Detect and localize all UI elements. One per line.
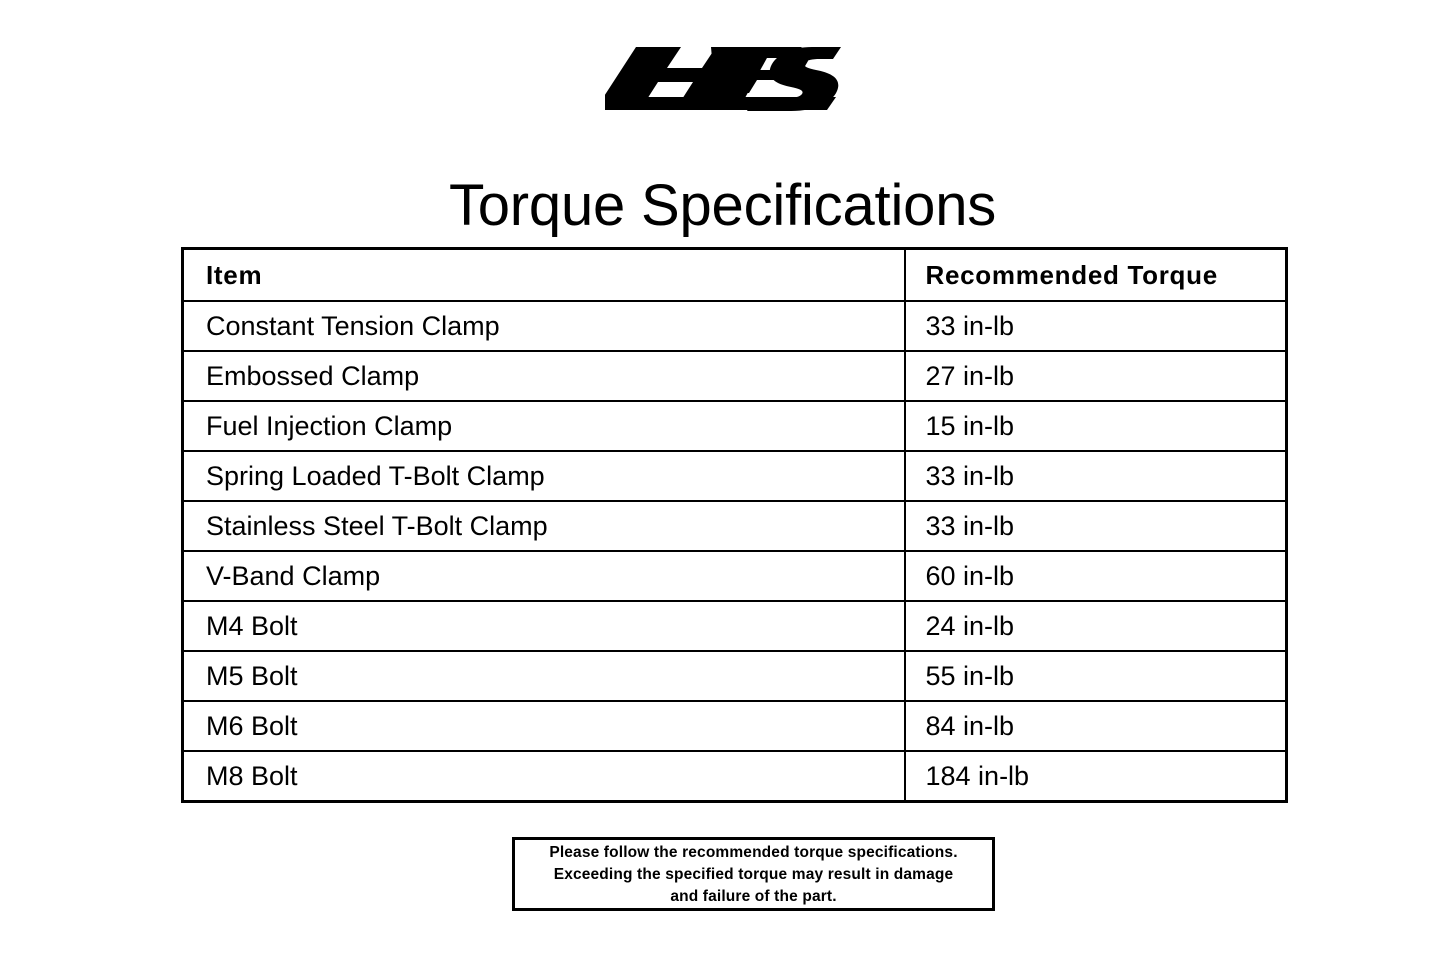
table-row: M4 Bolt 24 in-lb	[181, 600, 1288, 652]
table-row: M6 Bolt 84 in-lb	[181, 700, 1288, 752]
hps-logo-icon	[604, 47, 841, 111]
cell-torque: 184 in-lb	[903, 750, 1288, 803]
column-header-torque: Recommended Torque	[903, 247, 1288, 302]
cell-torque: 15 in-lb	[903, 400, 1288, 452]
cell-torque: 60 in-lb	[903, 550, 1288, 602]
cell-torque: 55 in-lb	[903, 650, 1288, 702]
cell-item: M5 Bolt	[181, 650, 906, 702]
cell-item: Fuel Injection Clamp	[181, 400, 906, 452]
cell-item: M6 Bolt	[181, 700, 906, 752]
column-header-item: Item	[181, 247, 906, 302]
disclaimer-note-box: Please follow the recommended torque spe…	[512, 837, 995, 911]
cell-item: M4 Bolt	[181, 600, 906, 652]
table-row: Stainless Steel T-Bolt Clamp 33 in-lb	[181, 500, 1288, 552]
cell-item: Embossed Clamp	[181, 350, 906, 402]
page-title: Torque Specifications	[448, 172, 997, 238]
cell-item: Stainless Steel T-Bolt Clamp	[181, 500, 906, 552]
table-row: Spring Loaded T-Bolt Clamp 33 in-lb	[181, 450, 1288, 502]
table-row: M5 Bolt 55 in-lb	[181, 650, 1288, 702]
note-line: Exceeding the specified torque may resul…	[553, 866, 954, 883]
note-line: Please follow the recommended torque spe…	[549, 844, 958, 861]
cell-item: Spring Loaded T-Bolt Clamp	[181, 450, 906, 502]
torque-spec-table: Item Recommended Torque Constant Tension…	[181, 247, 1288, 803]
cell-torque: 27 in-lb	[903, 350, 1288, 402]
table-row: Embossed Clamp 27 in-lb	[181, 350, 1288, 402]
table-row: M8 Bolt 184 in-lb	[181, 750, 1288, 803]
table-body: Constant Tension Clamp 33 in-lb Embossed C…	[181, 300, 1288, 803]
cell-torque: 24 in-lb	[903, 600, 1288, 652]
cell-torque: 84 in-lb	[903, 700, 1288, 752]
cell-torque: 33 in-lb	[903, 500, 1288, 552]
cell-item: V-Band Clamp	[181, 550, 906, 602]
brand-logo: HPS	[0, 30, 1445, 116]
cell-torque: 33 in-lb	[903, 300, 1288, 352]
table-row: V-Band Clamp 60 in-lb	[181, 550, 1288, 602]
table-row: Fuel Injection Clamp 15 in-lb	[181, 400, 1288, 452]
table-header: Item Recommended Torque	[181, 247, 1288, 302]
table-header-row: Item Recommended Torque	[181, 247, 1288, 302]
cell-torque: 33 in-lb	[903, 450, 1288, 502]
cell-item: Constant Tension Clamp	[181, 300, 906, 352]
torque-spec-table-container: Item Recommended Torque Constant Tension…	[181, 247, 1288, 803]
table-row: Constant Tension Clamp 33 in-lb	[181, 300, 1288, 352]
note-line: and failure of the part.	[670, 888, 837, 905]
cell-item: M8 Bolt	[181, 750, 906, 803]
